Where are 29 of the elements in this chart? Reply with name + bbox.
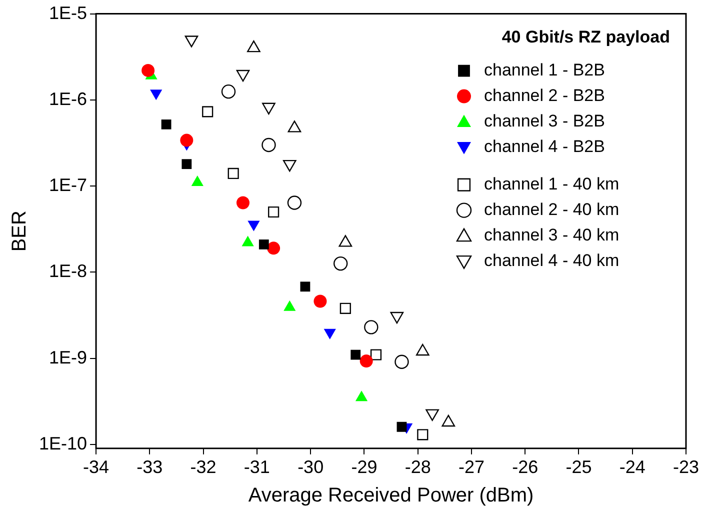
x-tick-label: -29 — [351, 457, 378, 478]
x-tick-label: -31 — [244, 457, 270, 478]
x-tick-label: -27 — [458, 457, 484, 478]
y-tick-label: 1E-9 — [49, 347, 88, 368]
x-tick-label: -34 — [83, 457, 110, 478]
legend-label: channel 3 - B2B — [484, 111, 605, 130]
y-axis-title: BER — [8, 210, 31, 252]
legend-label: channel 1 - 40 km — [484, 174, 620, 194]
x-tick-label: -28 — [404, 457, 431, 478]
x-tick-label: -32 — [190, 457, 216, 478]
x-tick-label: -26 — [512, 457, 538, 478]
legend-label: channel 4 - B2B — [484, 136, 605, 156]
y-tick-label: 1E-7 — [49, 175, 88, 196]
x-tick-label: -24 — [619, 457, 646, 478]
legend-label: channel 4 - 40 km — [484, 250, 620, 270]
y-tick-label: 1E-6 — [49, 88, 88, 109]
x-tick-label: -25 — [566, 457, 592, 478]
x-tick-label: -23 — [672, 457, 699, 478]
y-tick-label: 1E-8 — [49, 261, 88, 282]
x-tick-label: -30 — [298, 457, 324, 478]
y-tick-label: 1E-10 — [38, 433, 88, 454]
x-tick-label: -33 — [136, 457, 163, 478]
legend-label: channel 3 - 40 km — [484, 225, 620, 244]
legend-label: channel 2 - B2B — [484, 86, 605, 105]
legend-label: channel 1 - B2B — [484, 60, 605, 80]
y-tick-label: 1E-5 — [49, 2, 88, 23]
legend-label: channel 2 - 40 km — [484, 200, 620, 219]
x-axis-title: Average Received Power (dBm) — [248, 484, 534, 507]
legend-title: 40 Gbit/s RZ payload — [502, 27, 670, 46]
